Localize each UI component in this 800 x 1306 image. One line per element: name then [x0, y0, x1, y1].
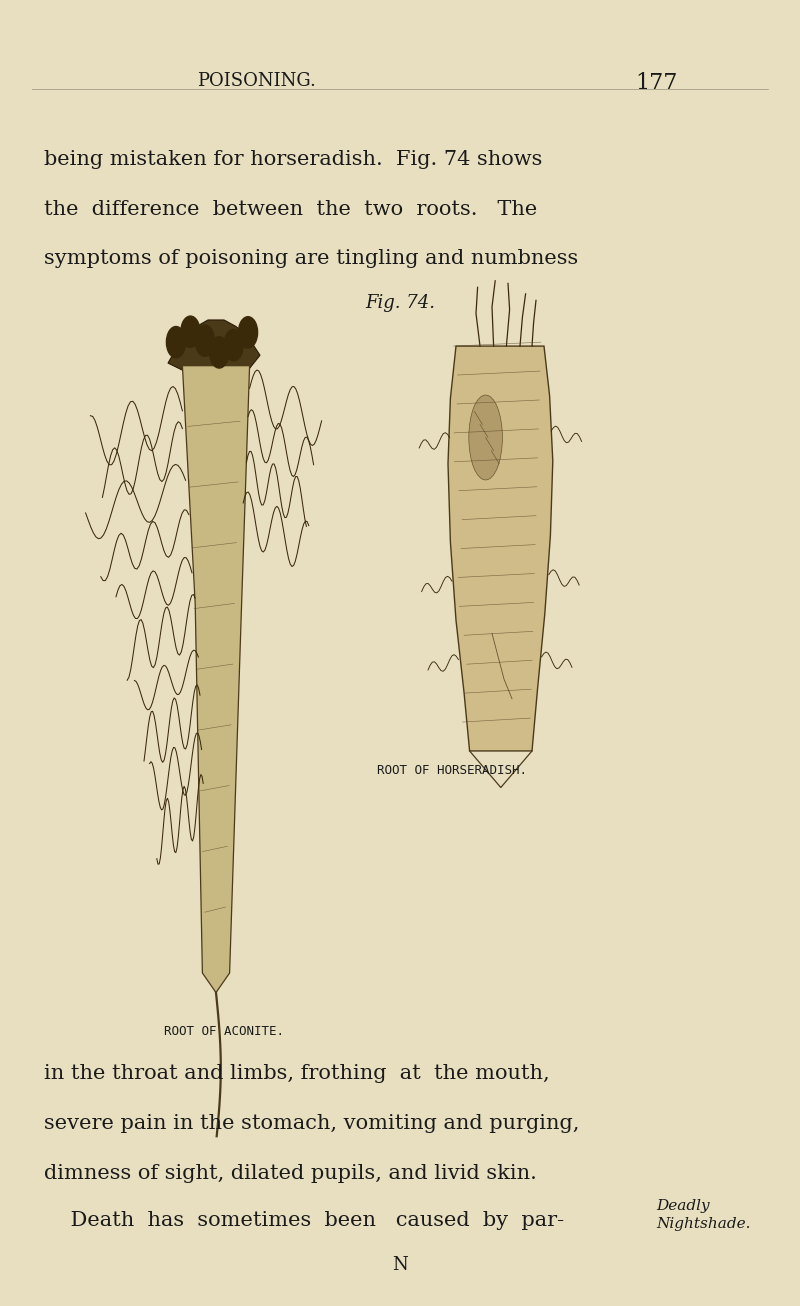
- Circle shape: [238, 316, 258, 347]
- Polygon shape: [182, 366, 250, 993]
- Text: the  difference  between  the  two  roots.   The: the difference between the two roots. Th…: [44, 200, 538, 219]
- Text: Death  has  sometimes  been   caused  by  par-: Death has sometimes been caused by par-: [44, 1211, 564, 1230]
- Text: Deadly: Deadly: [656, 1199, 710, 1213]
- Circle shape: [181, 316, 200, 347]
- Text: Fig. 74.: Fig. 74.: [365, 294, 435, 312]
- Text: ROOT OF HORSERADISH.: ROOT OF HORSERADISH.: [377, 764, 527, 777]
- Circle shape: [195, 325, 214, 357]
- Polygon shape: [448, 346, 553, 751]
- Text: severe pain in the stomach, vomiting and purging,: severe pain in the stomach, vomiting and…: [44, 1114, 579, 1134]
- Text: ROOT OF ACONITE.: ROOT OF ACONITE.: [164, 1025, 284, 1038]
- Circle shape: [210, 337, 229, 368]
- Text: in the throat and limbs, frothing  at  the mouth,: in the throat and limbs, frothing at the…: [44, 1064, 550, 1084]
- Text: dimness of sight, dilated pupils, and livid skin.: dimness of sight, dilated pupils, and li…: [44, 1164, 537, 1183]
- Ellipse shape: [469, 394, 502, 481]
- Text: 177: 177: [635, 72, 677, 94]
- Text: POISONING.: POISONING.: [197, 72, 315, 90]
- Circle shape: [166, 326, 186, 358]
- Circle shape: [224, 329, 243, 360]
- Text: being mistaken for horseradish.  Fig. 74 shows: being mistaken for horseradish. Fig. 74 …: [44, 150, 542, 170]
- Text: N: N: [392, 1256, 408, 1275]
- Text: symptoms of poisoning are tingling and numbness: symptoms of poisoning are tingling and n…: [44, 249, 578, 269]
- Polygon shape: [168, 320, 260, 379]
- Text: Nightshade.: Nightshade.: [656, 1217, 750, 1232]
